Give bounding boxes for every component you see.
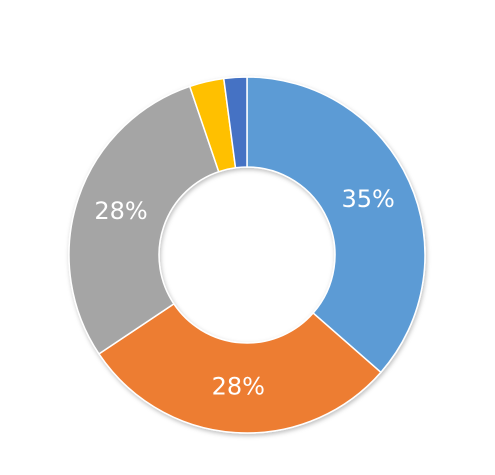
slice [97,302,382,434]
data-label: 28% [94,197,147,225]
slice [222,76,248,169]
labels: 35% 28% 28% [94,185,394,401]
data-label: 35% [341,185,394,213]
data-label: 28% [212,373,265,401]
slice [68,85,220,355]
slice [246,76,426,374]
donut [68,76,426,434]
